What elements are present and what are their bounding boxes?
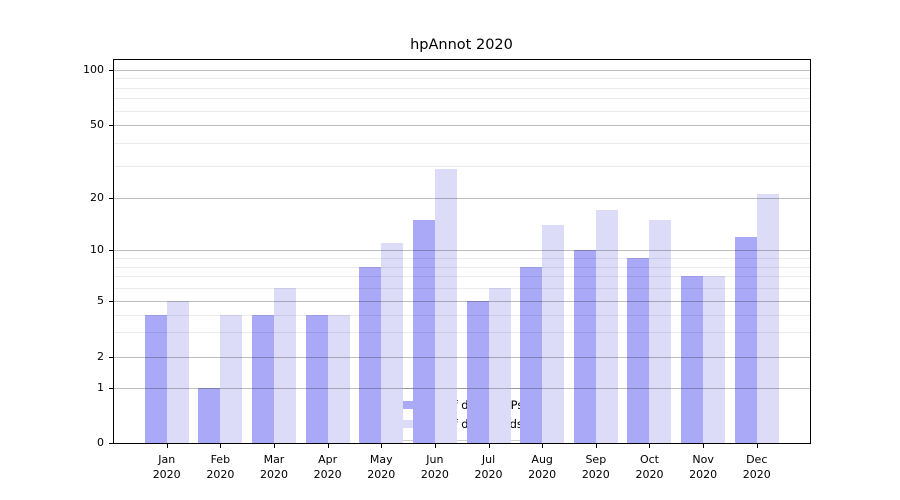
bar-ips-dec [734, 236, 757, 443]
x-tick [434, 444, 436, 448]
legend-item-downloads: Nb of downloads [388, 414, 536, 433]
bar-ips-may [359, 266, 382, 443]
y-gridline-major [113, 69, 810, 71]
bar-ips-oct [627, 258, 650, 443]
axis-spine-right [810, 59, 811, 444]
y-gridline-minor [113, 258, 810, 259]
chart-title: hpAnnot 2020 [410, 37, 513, 53]
y-tick [109, 301, 113, 302]
x-tick-label: May 2020 [367, 453, 396, 481]
bar-ips-mar [251, 314, 274, 443]
y-gridline-minor [113, 143, 810, 145]
y-tick-label: 50 [90, 118, 104, 132]
legend-item-ips: Nb of distinct IPs [388, 395, 536, 414]
bar-downloads-nov [703, 276, 726, 443]
bar-ips-aug [520, 266, 543, 443]
y-tick-label: 5 [97, 294, 104, 307]
bar-downloads-jun [434, 168, 457, 443]
bar-downloads-mar [273, 287, 296, 443]
bar-downloads-aug [542, 225, 565, 443]
bar-ips-jun [412, 219, 435, 443]
bar-ips-jan [144, 314, 167, 443]
bar-downloads-apr [327, 314, 350, 443]
y-gridline-minor [113, 78, 810, 80]
axis-spine-left [113, 59, 114, 444]
x-tick [488, 444, 490, 448]
x-tick-label: Jun 2020 [420, 453, 449, 481]
bar-downloads-oct [649, 219, 672, 443]
y-gridline-minor [113, 110, 810, 112]
y-tick [109, 388, 113, 390]
x-tick [542, 444, 544, 448]
x-tick-label: Feb 2020 [206, 453, 235, 481]
x-tick [327, 444, 329, 448]
bar-downloads-may [381, 243, 404, 443]
x-tick-label: Apr 2020 [313, 453, 342, 481]
y-gridline-major [113, 388, 810, 390]
x-tick-label: Sep 2020 [581, 453, 610, 481]
x-tick-label: Mar 2020 [259, 453, 288, 481]
y-gridline-major [113, 125, 810, 127]
x-tick [703, 444, 705, 448]
bar-ips-feb [198, 388, 221, 443]
x-tick [595, 444, 597, 448]
bar-downloads-dec [756, 194, 779, 443]
y-tick-label: 0 [97, 436, 104, 449]
x-tick-label: Aug 2020 [528, 453, 557, 481]
x-tick-label: Nov 2020 [689, 453, 718, 481]
x-tick [166, 444, 168, 448]
x-tick [220, 444, 222, 448]
y-tick-label: 2 [97, 349, 104, 363]
bar-ips-jul [466, 301, 489, 443]
y-tick [109, 125, 113, 127]
y-gridline-minor [113, 314, 810, 316]
y-gridline-minor [113, 287, 810, 289]
axis-spine-bottom [113, 443, 811, 444]
y-tick [109, 250, 113, 252]
y-gridline-major [113, 198, 810, 200]
y-gridline-major [113, 356, 810, 358]
y-tick-label: 1 [97, 381, 104, 395]
y-tick [109, 356, 113, 358]
y-gridline-major [113, 250, 810, 252]
y-gridline-minor [113, 166, 810, 168]
y-tick [109, 443, 113, 444]
y-tick-label: 100 [83, 62, 104, 76]
y-tick-label: 10 [90, 243, 104, 257]
bar-downloads-sep [595, 210, 618, 443]
x-tick-label: Jul 2020 [474, 453, 503, 481]
axis-spine-top [113, 59, 810, 60]
bar-downloads-feb [220, 314, 243, 443]
bar-ips-apr [305, 314, 328, 443]
y-gridline-minor [113, 98, 810, 100]
y-gridline-minor [113, 266, 810, 268]
y-tick-label: 20 [90, 191, 104, 205]
bar-ips-sep [573, 250, 596, 443]
bar-downloads-jan [166, 301, 189, 443]
x-tick-label: Dec 2020 [742, 453, 771, 481]
y-gridline-major [113, 301, 810, 302]
bar-downloads-jul [488, 287, 511, 443]
y-gridline-minor [113, 276, 810, 278]
y-tick [109, 69, 113, 71]
x-tick-label: Oct 2020 [635, 453, 664, 481]
y-gridline-minor [113, 332, 810, 334]
x-tick-label: Jan 2020 [152, 453, 181, 481]
y-tick [109, 198, 113, 200]
x-tick [381, 444, 383, 448]
bar-ips-nov [681, 276, 704, 443]
x-tick [756, 444, 758, 448]
x-tick [273, 444, 275, 448]
x-tick [649, 444, 651, 448]
y-gridline-minor [113, 87, 810, 89]
